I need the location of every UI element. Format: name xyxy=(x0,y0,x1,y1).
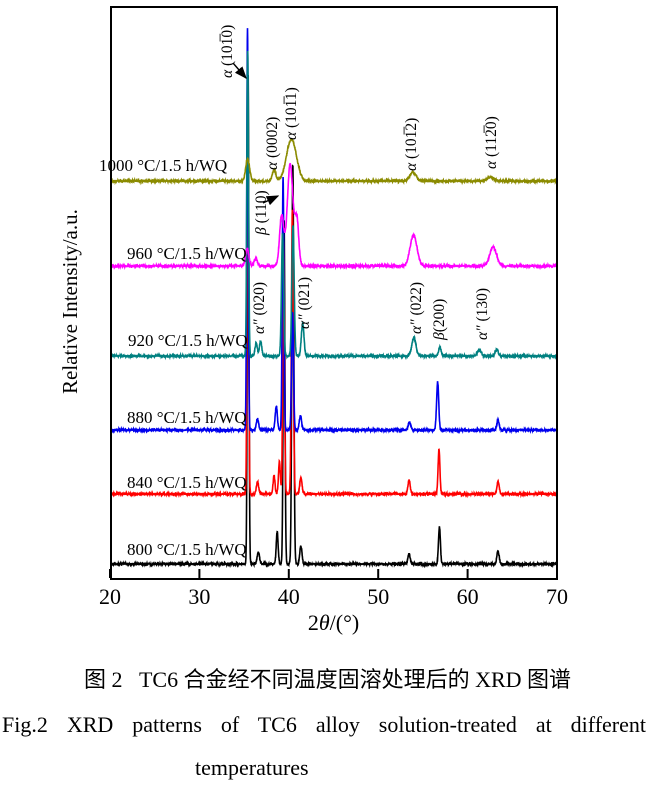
xrd-plot-canvas xyxy=(109,6,558,580)
xrd-curve-84015 xyxy=(111,76,556,499)
peak-pointer-arrows xyxy=(232,62,280,206)
xrd-figure: Relative Intensity/a.u. 2θ/(°) 20 30 40 50 6… xyxy=(58,6,568,635)
xrd-curve-96015 xyxy=(111,162,556,271)
caption-english-line2: temperatures xyxy=(195,755,309,780)
plot-frame xyxy=(110,6,558,580)
xrd-curve-80015 xyxy=(111,74,556,569)
caption-english-line1: Fig.2 XRD patterns of TC6 alloy solution… xyxy=(2,712,646,737)
x-axis-ticks xyxy=(109,569,558,578)
xrd-curve-92015 xyxy=(111,50,556,361)
xrd-curves xyxy=(111,28,556,569)
caption-chinese: 图 2 TC6 合金经不同温度固溶处理后的 XRD 图谱 xyxy=(83,667,572,692)
pointer-arrow-1 xyxy=(262,195,280,206)
xrd-curve-88015 xyxy=(111,28,556,435)
pointer-arrow-0 xyxy=(232,62,247,80)
xrd-curve-100015 xyxy=(111,137,556,186)
